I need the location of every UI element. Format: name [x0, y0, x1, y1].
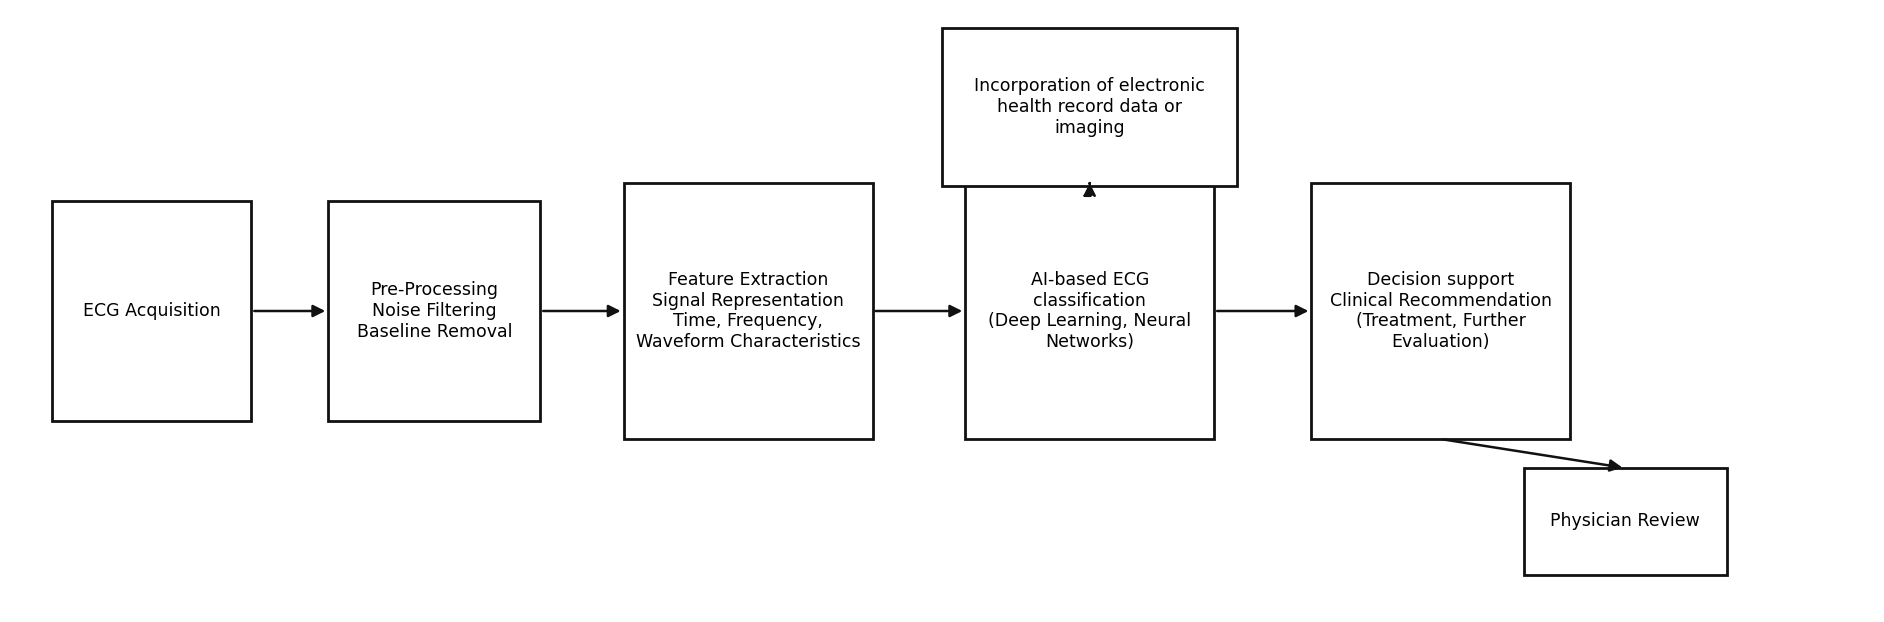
Bar [624, 183, 872, 439]
Bar [942, 27, 1238, 186]
Bar [965, 183, 1215, 439]
Text: Physician Review: Physician Review [1551, 513, 1699, 531]
Bar [53, 202, 251, 420]
Text: Decision support
Clinical Recommendation
(Treatment, Further
Evaluation): Decision support Clinical Recommendation… [1330, 271, 1552, 351]
Text: Feature Extraction
Signal Representation
Time, Frequency,
Waveform Characteristi: Feature Extraction Signal Representation… [635, 271, 861, 351]
Bar [1524, 468, 1726, 575]
Text: AI-based ECG
classification
(Deep Learning, Neural
Networks): AI-based ECG classification (Deep Learni… [987, 271, 1191, 351]
Bar [1311, 183, 1569, 439]
Text: Incorporation of electronic
health record data or
imaging: Incorporation of electronic health recor… [974, 77, 1206, 137]
Text: Pre-Processing
Noise Filtering
Baseline Removal: Pre-Processing Noise Filtering Baseline … [356, 281, 512, 341]
Bar [328, 202, 541, 420]
Text: ECG Acquisition: ECG Acquisition [83, 302, 220, 320]
